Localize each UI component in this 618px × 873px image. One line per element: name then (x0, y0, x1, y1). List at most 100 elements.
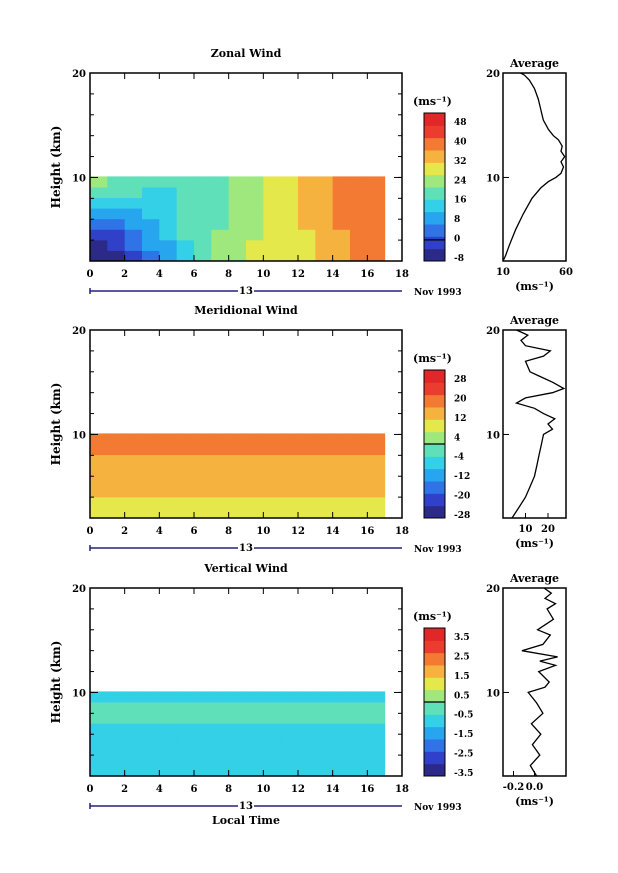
heatmap-cell (332, 239, 351, 251)
heatmap-cell (350, 197, 368, 209)
heatmap-cell (211, 239, 230, 251)
date-label: 13 (239, 286, 253, 297)
heatmap-cell (90, 208, 108, 220)
heatmap-cell (315, 744, 334, 756)
heatmap-cell (107, 765, 126, 777)
heatmap-cell (350, 723, 368, 735)
heatmap-cell (280, 229, 299, 241)
heatmap-cell (350, 229, 368, 241)
heatmap-cell (124, 507, 143, 519)
heatmap-cell (107, 754, 126, 766)
heatmap-cell (142, 443, 160, 456)
heatmap-cell (367, 465, 386, 477)
heatmap-cell (263, 691, 282, 703)
heatmap-cell (194, 754, 212, 766)
heatmap-cell (90, 486, 108, 498)
heatmap-cell (298, 186, 316, 199)
heatmap-cell (211, 733, 230, 745)
colorbar-swatch (424, 763, 445, 777)
heatmap-cell (176, 208, 195, 220)
heatmap-cell (90, 475, 108, 487)
x-tick-label: 6 (191, 269, 198, 280)
heatmap-cell (298, 701, 316, 714)
heatmap-cell (280, 433, 299, 445)
x-tick-label: 4 (156, 784, 163, 795)
heatmap-cell (211, 691, 230, 703)
date-suffix: Nov 1993 (414, 545, 462, 555)
colorbar-swatch (424, 702, 445, 715)
panel-3: Vertical Wind 0 2 4 6 8 10 12 14 16 18 20 10 Height (… (49, 562, 567, 827)
heatmap-cell (176, 733, 195, 745)
heatmap-cell (298, 691, 316, 703)
x-tick-label: 8 (225, 784, 232, 795)
heatmap-cell (350, 507, 368, 519)
heatmap-cell (107, 186, 126, 199)
heatmap-cell (367, 239, 386, 251)
heatmap-cell (246, 176, 264, 188)
heatmap-cell (332, 691, 351, 703)
heatmap-cell (228, 691, 247, 703)
heatmap-cell (124, 208, 143, 220)
heatmap-cell (280, 186, 299, 199)
profile-line (511, 329, 566, 519)
heatmap-cell (263, 208, 282, 220)
heatmap-cell (315, 433, 334, 445)
colorbar-swatch (424, 677, 445, 691)
heatmap-cell (367, 507, 386, 519)
heatmap-cell (246, 197, 264, 209)
heatmap-cell (90, 250, 108, 262)
heatmap-cell (367, 443, 386, 456)
heatmap-cell (298, 197, 316, 209)
heatmap-cell (298, 754, 316, 766)
heatmap-cell (159, 229, 178, 241)
heatmap-cell (142, 208, 160, 220)
heatmap-cell (194, 433, 212, 445)
date-gap (238, 542, 254, 552)
heatmap-cell (107, 454, 126, 466)
heatmap-cell (367, 496, 386, 508)
heatmap-cell (246, 443, 264, 456)
heatmap-cell (90, 507, 108, 519)
heatmap-cell (124, 443, 143, 456)
colorbar-swatch (424, 162, 445, 176)
heatmap-cell (263, 433, 282, 445)
colorbar-swatch (424, 382, 445, 396)
heatmap-cell (228, 496, 247, 508)
colorbar-swatch (424, 505, 445, 519)
heatmap-cell (194, 744, 212, 756)
heatmap-cell (367, 754, 386, 766)
heatmap-cell (332, 197, 351, 209)
colorbar-tick-label: 48 (454, 118, 467, 128)
heatmap-cell (228, 454, 247, 466)
x-tick-label: 18 (395, 269, 409, 280)
heatmap-cell (246, 250, 264, 262)
colorbar-tick-label: -28 (454, 511, 470, 521)
heatmap-cell (228, 765, 247, 777)
heatmap-cell (176, 475, 195, 487)
colorbar-swatch (424, 187, 445, 200)
heatmap-cell (332, 507, 351, 519)
heatmap-cell (298, 176, 316, 188)
heatmap-cell (194, 712, 212, 724)
heatmap-cell (332, 712, 351, 724)
heatmap-cell (246, 691, 264, 703)
heatmap-cell (211, 507, 230, 519)
heatmap-cell (298, 765, 316, 777)
heatmap-cell (159, 465, 178, 477)
heatmap-cell (246, 765, 264, 777)
colorbar-tick-label: 16 (454, 196, 467, 206)
heatmap-cell (280, 465, 299, 477)
heatmap-cell (332, 229, 351, 241)
heatmap-cell (159, 454, 178, 466)
heatmap-cell (280, 443, 299, 456)
heatmap-cell (315, 712, 334, 724)
heatmap-cell (194, 208, 212, 220)
heatmap-cell (124, 712, 143, 724)
x-tick-label: 8 (225, 269, 232, 280)
x-tick-label: 4 (156, 526, 163, 537)
heatmap-cell (280, 754, 299, 766)
heatmap-cell (315, 496, 334, 508)
heatmap-cell (280, 691, 299, 703)
heatmap-cell (194, 197, 212, 209)
